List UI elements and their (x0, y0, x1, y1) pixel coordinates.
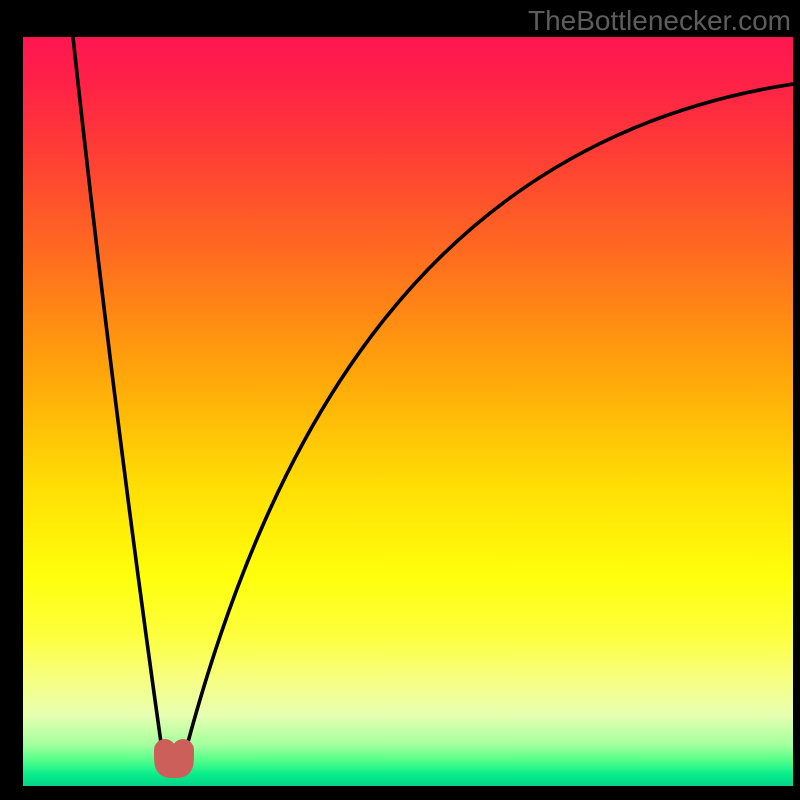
watermark-text: TheBottlenecker.com (528, 5, 791, 37)
curve-vertex-marker (165, 750, 183, 767)
gradient-plot-area (23, 37, 793, 786)
bottleneck-chart (0, 0, 800, 800)
